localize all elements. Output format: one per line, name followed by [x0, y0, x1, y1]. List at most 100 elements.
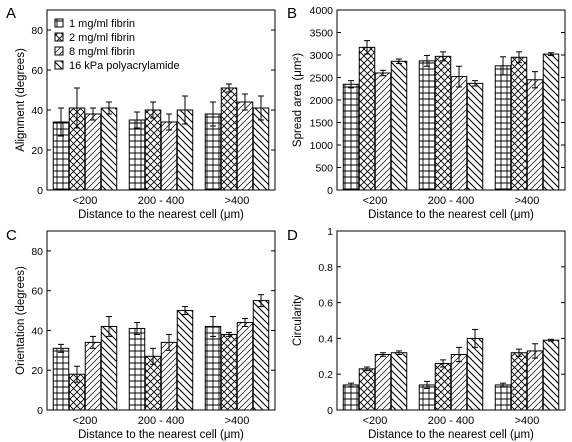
bar-8-mg-ml-fibrin-2 — [450, 354, 468, 411]
bar-16-kpa-polyacrylamide-2 — [176, 310, 194, 411]
y-tick-label: 4000 — [310, 5, 334, 17]
y-tick-label: 1 — [327, 226, 333, 238]
x-tick-label: 200 - 400 — [428, 415, 474, 427]
legend: 1 mg/ml fibrin 2 mg/ml fibrin 8 mg/ml fibr… — [54, 18, 180, 72]
x-tick-label: <200 — [73, 415, 98, 427]
x-tick-label: 200 - 400 — [138, 195, 184, 207]
bar-2-mg-ml-fibrin-2 — [434, 362, 452, 411]
y-tick-label: 0.4 — [318, 333, 333, 345]
x-tick-label: >400 — [225, 195, 250, 207]
x-tick-label: >400 — [225, 415, 250, 427]
bar-2-mg-ml-fibrin-3 — [510, 56, 528, 191]
panel-d: D 0 0.2 0.4 0.6 0.8 1 <200 200 - 400 >400 Distanc… — [287, 226, 566, 441]
y-tick-label: 2500 — [310, 73, 334, 85]
panel-letter-d: D — [287, 227, 298, 244]
x-tick-label: >400 — [515, 415, 540, 427]
legend-entry-8-mg-ml-fibrin: 8 mg/ml fibrin — [69, 46, 135, 58]
bar-16-kpa-polyacrylamide-3 — [542, 53, 560, 191]
y-tick-label: 0.6 — [318, 298, 333, 310]
bar-1-mg-ml-fibrin-1 — [342, 83, 360, 191]
bar-1-mg-ml-fibrin-2 — [128, 327, 146, 411]
legend-swatch-2-mg-ml-fibrin — [54, 32, 64, 42]
bar-1-mg-ml-fibrin-3 — [204, 325, 222, 411]
y-axis-label: Circularity — [292, 295, 304, 346]
bar-8-mg-ml-fibrin-1 — [84, 341, 102, 411]
bar-8-mg-ml-fibrin-1 — [84, 113, 102, 191]
bar-16-kpa-polyacrylamide-2 — [466, 337, 484, 411]
legend-swatch-16-kpa-polyacrylamide — [54, 60, 64, 70]
panel-letter-a: A — [6, 5, 16, 22]
bar-8-mg-ml-fibrin-1 — [374, 72, 392, 191]
x-tick-label: <200 — [363, 415, 388, 427]
x-tick-label: <200 — [363, 195, 388, 207]
bar-1-mg-ml-fibrin-3 — [494, 384, 512, 411]
y-tick-label: 40 — [31, 105, 43, 117]
legend-swatch-1-mg-ml-fibrin — [54, 18, 64, 28]
x-axis-label: Distance to the nearest cell (μm) — [78, 209, 244, 221]
x-axis-label: Distance to the nearest cell (μm) — [368, 429, 534, 441]
panel-a: A 0 20 40 60 80 <200 200 - 400 >400 Distance to … — [6, 5, 276, 221]
x-axis-label: Distance to the nearest cell (μm) — [368, 209, 534, 221]
y-tick-label: 60 — [31, 286, 43, 298]
x-tick-label: 200 - 400 — [428, 195, 474, 207]
y-tick-label: 40 — [31, 325, 43, 337]
y-tick-label: 0 — [37, 405, 43, 417]
panel-c: C 0 20 40 60 80 <200 200 - 400 >400 Distance to … — [6, 227, 276, 441]
y-tick-label: 20 — [31, 145, 43, 157]
bar-2-mg-ml-fibrin-3 — [220, 87, 238, 191]
y-tick-label: 0 — [327, 185, 333, 197]
y-axis-label: Orientation (degrees) — [15, 266, 27, 375]
bar-8-mg-ml-fibrin-3 — [236, 101, 254, 191]
bar-8-mg-ml-fibrin-3 — [526, 79, 544, 191]
bar-2-mg-ml-fibrin-1 — [358, 46, 376, 191]
bar-8-mg-ml-fibrin-3 — [236, 321, 254, 411]
y-tick-label: 0.2 — [318, 369, 333, 381]
bar-8-mg-ml-fibrin-1 — [374, 354, 392, 411]
x-tick-label: 200 - 400 — [138, 415, 184, 427]
y-axis-label: Spread area (μm²) — [292, 53, 304, 147]
bar-1-mg-ml-fibrin-3 — [494, 65, 512, 191]
y-tick-label: 3500 — [310, 28, 334, 40]
bar-2-mg-ml-fibrin-3 — [220, 333, 238, 411]
bar-2-mg-ml-fibrin-1 — [358, 368, 376, 411]
bar-16-kpa-polyacrylamide-1 — [100, 325, 118, 411]
y-tick-label: 3000 — [310, 50, 334, 62]
x-tick-label: >400 — [515, 195, 540, 207]
bar-16-kpa-polyacrylamide-3 — [542, 339, 560, 411]
y-tick-label: 20 — [31, 365, 43, 377]
y-tick-label: 80 — [31, 246, 43, 258]
bar-1-mg-ml-fibrin-1 — [52, 347, 70, 411]
y-tick-label: 1500 — [310, 118, 334, 130]
y-tick-label: 1000 — [310, 140, 334, 152]
bar-8-mg-ml-fibrin-2 — [450, 76, 468, 191]
legend-entry-16-kpa-polyacrylamide: 16 kPa polyacrylamide — [69, 60, 180, 72]
bar-16-kpa-polyacrylamide-1 — [100, 107, 118, 191]
y-axis-label: Alignment (degrees) — [15, 48, 27, 152]
bar-16-kpa-polyacrylamide-3 — [252, 300, 270, 411]
y-tick-label: 60 — [31, 65, 43, 77]
y-tick-label: 0 — [37, 185, 43, 197]
panel-b: B 0 500 1000 1500 2000 2500 3000 3500 4000 <200 20… — [287, 5, 566, 221]
y-tick-label: 0 — [327, 405, 333, 417]
bar-1-mg-ml-fibrin-2 — [128, 119, 146, 191]
y-tick-label: 80 — [31, 25, 43, 37]
y-tick-label: 2000 — [310, 95, 334, 107]
legend-swatch-8-mg-ml-fibrin — [54, 46, 64, 56]
bar-16-kpa-polyacrylamide-2 — [466, 82, 484, 191]
y-tick-label: 0.8 — [318, 262, 333, 274]
bar-2-mg-ml-fibrin-2 — [144, 109, 162, 191]
bar-8-mg-ml-fibrin-3 — [526, 350, 544, 411]
legend-entry-2-mg-ml-fibrin: 2 mg/ml fibrin — [69, 32, 135, 44]
bar-16-kpa-polyacrylamide-1 — [390, 60, 408, 191]
legend-entry-1-mg-ml-fibrin: 1 mg/ml fibrin — [69, 18, 135, 30]
bar-1-mg-ml-fibrin-2 — [418, 60, 436, 191]
y-tick-label: 500 — [315, 163, 333, 175]
bar-1-mg-ml-fibrin-1 — [342, 384, 360, 411]
bar-2-mg-ml-fibrin-3 — [510, 352, 528, 411]
bar-2-mg-ml-fibrin-2 — [434, 55, 452, 191]
x-axis-label: Distance to the nearest cell (μm) — [78, 429, 244, 441]
x-tick-label: <200 — [73, 195, 98, 207]
bar-8-mg-ml-fibrin-2 — [160, 121, 178, 191]
bar-8-mg-ml-fibrin-2 — [160, 341, 178, 411]
